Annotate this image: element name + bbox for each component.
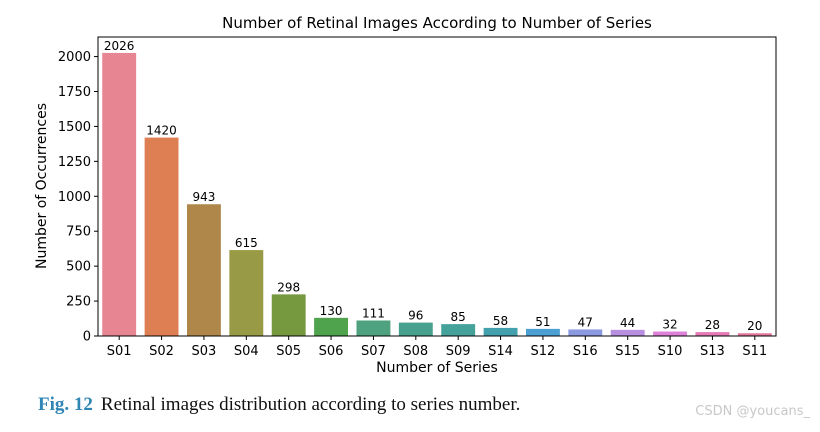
- value-label-s16: 47: [578, 315, 593, 329]
- y-tick-label-750: 750: [66, 225, 91, 240]
- x-axis-ticks: S01 S02 S03 S04 S05 S06 S07 S08 S09 S14 S12 S16 S15 S…: [107, 336, 767, 359]
- value-labels: 2026 1420 943 615 298 130 111 96 85 58 51 47 44 32 28 2…: [104, 39, 763, 333]
- value-label-s05: 298: [277, 280, 300, 294]
- value-label-s09: 85: [451, 310, 466, 324]
- bar-s13: [695, 332, 730, 336]
- y-tick-label-250: 250: [66, 295, 91, 310]
- bar-s06: [314, 317, 349, 336]
- value-label-s02: 1420: [146, 124, 177, 138]
- caption-label: Fig. 12: [38, 394, 93, 415]
- x-tick-label-s09: S09: [446, 344, 471, 359]
- bar-s05: [271, 294, 306, 336]
- x-tick-label-s14: S14: [488, 344, 513, 359]
- y-tick-label-1750: 1750: [58, 85, 91, 100]
- x-tick-label-s02: S02: [149, 344, 174, 359]
- x-axis-label: Number of Series: [376, 360, 498, 376]
- bar-s03: [186, 204, 221, 336]
- value-label-s06: 130: [320, 304, 343, 318]
- value-label-s07: 111: [362, 306, 385, 320]
- value-label-s12: 51: [535, 315, 550, 329]
- x-tick-label-s04: S04: [234, 344, 259, 359]
- x-tick-label-s15: S15: [615, 344, 640, 359]
- x-tick-label-s01: S01: [107, 344, 132, 359]
- y-tick-label-1000: 1000: [58, 190, 91, 205]
- x-tick-label-s06: S06: [319, 344, 344, 359]
- bars-group: [102, 52, 772, 336]
- x-tick-label-s03: S03: [192, 344, 217, 359]
- figure-caption: Fig. 12 Retinal images distribution accor…: [38, 394, 520, 416]
- value-label-s15: 44: [620, 316, 635, 330]
- value-label-s14: 58: [493, 314, 508, 328]
- x-tick-label-s05: S05: [276, 344, 301, 359]
- y-tick-label-500: 500: [66, 260, 91, 275]
- bar-s12: [525, 328, 560, 336]
- y-tick-label-1250: 1250: [58, 155, 91, 170]
- y-tick-label-2000: 2000: [58, 50, 91, 65]
- bar-s04: [229, 250, 264, 336]
- value-label-s01: 2026: [104, 39, 135, 53]
- y-tick-label-0: 0: [83, 330, 91, 345]
- x-tick-label-s07: S07: [361, 344, 386, 359]
- bar-s01: [102, 52, 137, 336]
- bar-s16: [568, 329, 603, 336]
- bar-s08: [398, 322, 433, 336]
- watermark: CSDN @youcans_: [695, 404, 810, 419]
- y-axis-label: Number of Occurrences: [34, 103, 50, 269]
- y-axis-ticks: 0 250 500 750 1000 1250 1500 1750 2000: [58, 50, 98, 345]
- x-tick-label-s11: S11: [742, 344, 767, 359]
- value-label-s10: 32: [662, 318, 677, 332]
- bar-s14: [483, 327, 518, 336]
- plot-frame: [97, 36, 777, 337]
- bar-s02: [144, 137, 179, 336]
- bar-s10: [653, 331, 688, 336]
- x-tick-label-s10: S10: [658, 344, 683, 359]
- bar-s15: [610, 329, 645, 336]
- y-tick-label-1500: 1500: [58, 120, 91, 135]
- caption-text: Retinal images distribution according to…: [100, 394, 521, 415]
- x-tick-label-s08: S08: [403, 344, 428, 359]
- value-label-s03: 943: [192, 190, 215, 204]
- value-label-s11: 20: [747, 319, 762, 333]
- chart-title: Number of Retinal Images According to Nu…: [222, 14, 652, 32]
- x-tick-label-s16: S16: [573, 344, 598, 359]
- x-tick-label-s13: S13: [700, 344, 725, 359]
- value-label-s04: 615: [235, 236, 258, 250]
- bar-s07: [356, 320, 391, 336]
- value-label-s13: 28: [705, 318, 720, 332]
- x-tick-label-s12: S12: [531, 344, 556, 359]
- bar-s09: [441, 324, 476, 336]
- value-label-s08: 96: [408, 309, 423, 323]
- bar-s11: [737, 333, 772, 336]
